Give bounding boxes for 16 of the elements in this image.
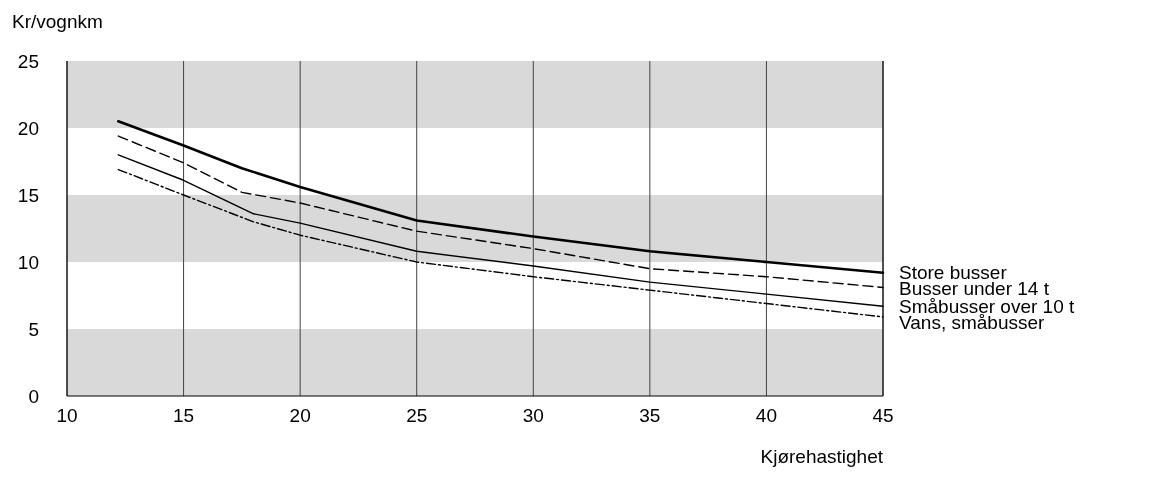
x-tick-label: 45 [872,405,894,426]
x-tick-label: 40 [755,405,777,426]
x-tick-label: 15 [173,405,195,426]
x-axis-title: Kjørehastighet [760,446,884,467]
y-tick-label: 10 [17,251,39,273]
x-tick-label: 30 [522,405,544,426]
y-tick-label: 0 [28,385,39,407]
x-tick-label: 35 [639,405,661,426]
x-tick-label: 20 [289,405,311,426]
y-tick-label: 25 [17,50,39,72]
y-tick-label: 15 [17,184,39,206]
x-tick-label: 10 [56,405,78,426]
y-tick-label: 5 [28,318,39,340]
y-axis-title: Kr/vognkm [12,11,103,32]
y-tick-label: 20 [17,117,39,139]
x-tick-label: 25 [406,405,428,426]
